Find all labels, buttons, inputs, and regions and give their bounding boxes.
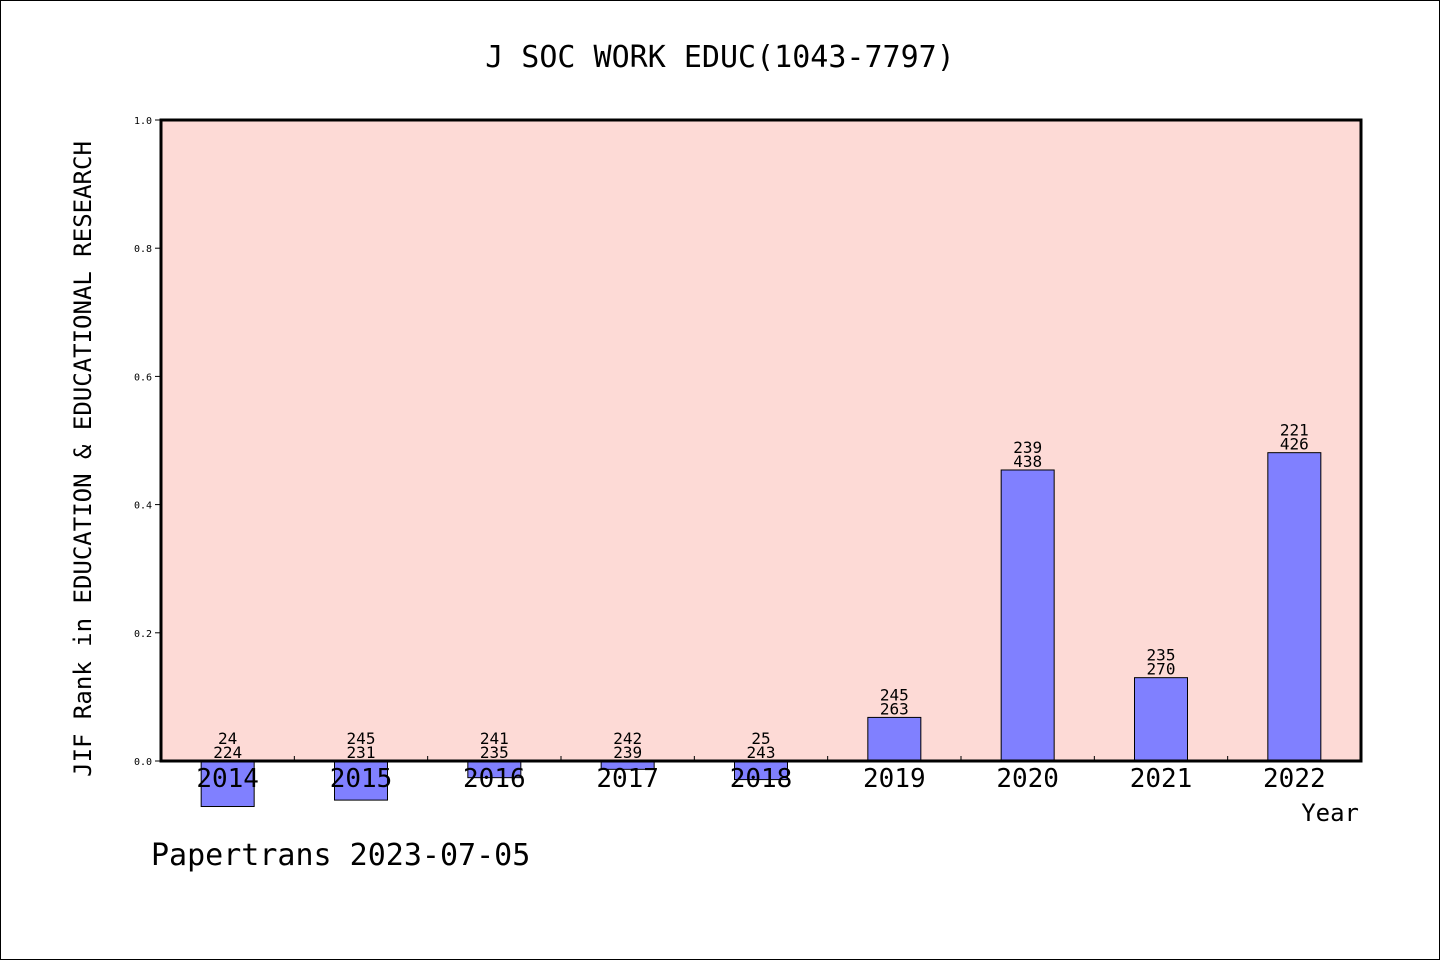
total-label: 231 xyxy=(347,743,376,762)
bar xyxy=(867,716,922,762)
y-tick-label: 0.0 xyxy=(134,757,152,768)
y-tick-label: 0.4 xyxy=(134,501,152,512)
bar xyxy=(1267,452,1322,762)
rank-label: 245 xyxy=(347,729,376,748)
plot-frame xyxy=(159,118,1363,763)
bar xyxy=(200,760,255,808)
rank-label: 241 xyxy=(480,729,509,748)
x-tick-label: 2017 xyxy=(596,764,659,794)
rank-label: 24 xyxy=(218,729,237,748)
total-label: 235 xyxy=(480,743,509,762)
x-tick-label: 2016 xyxy=(463,764,526,794)
x-tick-label: 2021 xyxy=(1130,764,1193,794)
rank-label: 235 xyxy=(1147,646,1176,665)
rank-label: 221 xyxy=(1280,421,1309,440)
rank-label: 25 xyxy=(751,729,770,748)
bar xyxy=(1000,469,1055,762)
total-label: 239 xyxy=(613,743,642,762)
total-label: 224 xyxy=(213,743,242,762)
total-label: 243 xyxy=(747,743,776,762)
y-axis-label: JIF Rank in EDUCATION & EDUCATIONAL RESE… xyxy=(69,141,97,777)
rank-label: 242 xyxy=(613,729,642,748)
x-axis-label: Year xyxy=(1301,799,1359,827)
total-label: 426 xyxy=(1280,435,1309,454)
x-tick-label: 2018 xyxy=(730,764,793,794)
bar xyxy=(1134,677,1188,762)
total-label: 270 xyxy=(1147,660,1176,679)
x-tick-label: 2014 xyxy=(196,764,259,794)
y-tick-label: 0.8 xyxy=(134,244,152,255)
rank-label: 245 xyxy=(880,685,909,704)
bar xyxy=(334,760,388,801)
y-tick-label: 1.0 xyxy=(134,116,152,127)
x-tick-label: 2015 xyxy=(330,764,393,794)
plot-area xyxy=(161,120,1361,761)
total-label: 263 xyxy=(880,699,909,718)
chart-title: J SOC WORK EDUC(1043-7797) xyxy=(485,40,955,75)
x-tick-label: 2019 xyxy=(863,764,926,794)
x-tick-label: 2022 xyxy=(1263,764,1326,794)
footer-text: Papertrans 2023-07-05 xyxy=(151,838,530,873)
total-label: 438 xyxy=(1013,452,1042,471)
y-tick-label: 0.6 xyxy=(134,372,152,383)
rank-label: 239 xyxy=(1013,438,1042,457)
y-tick-label: 0.2 xyxy=(134,629,152,640)
x-tick-label: 2020 xyxy=(996,764,1059,794)
